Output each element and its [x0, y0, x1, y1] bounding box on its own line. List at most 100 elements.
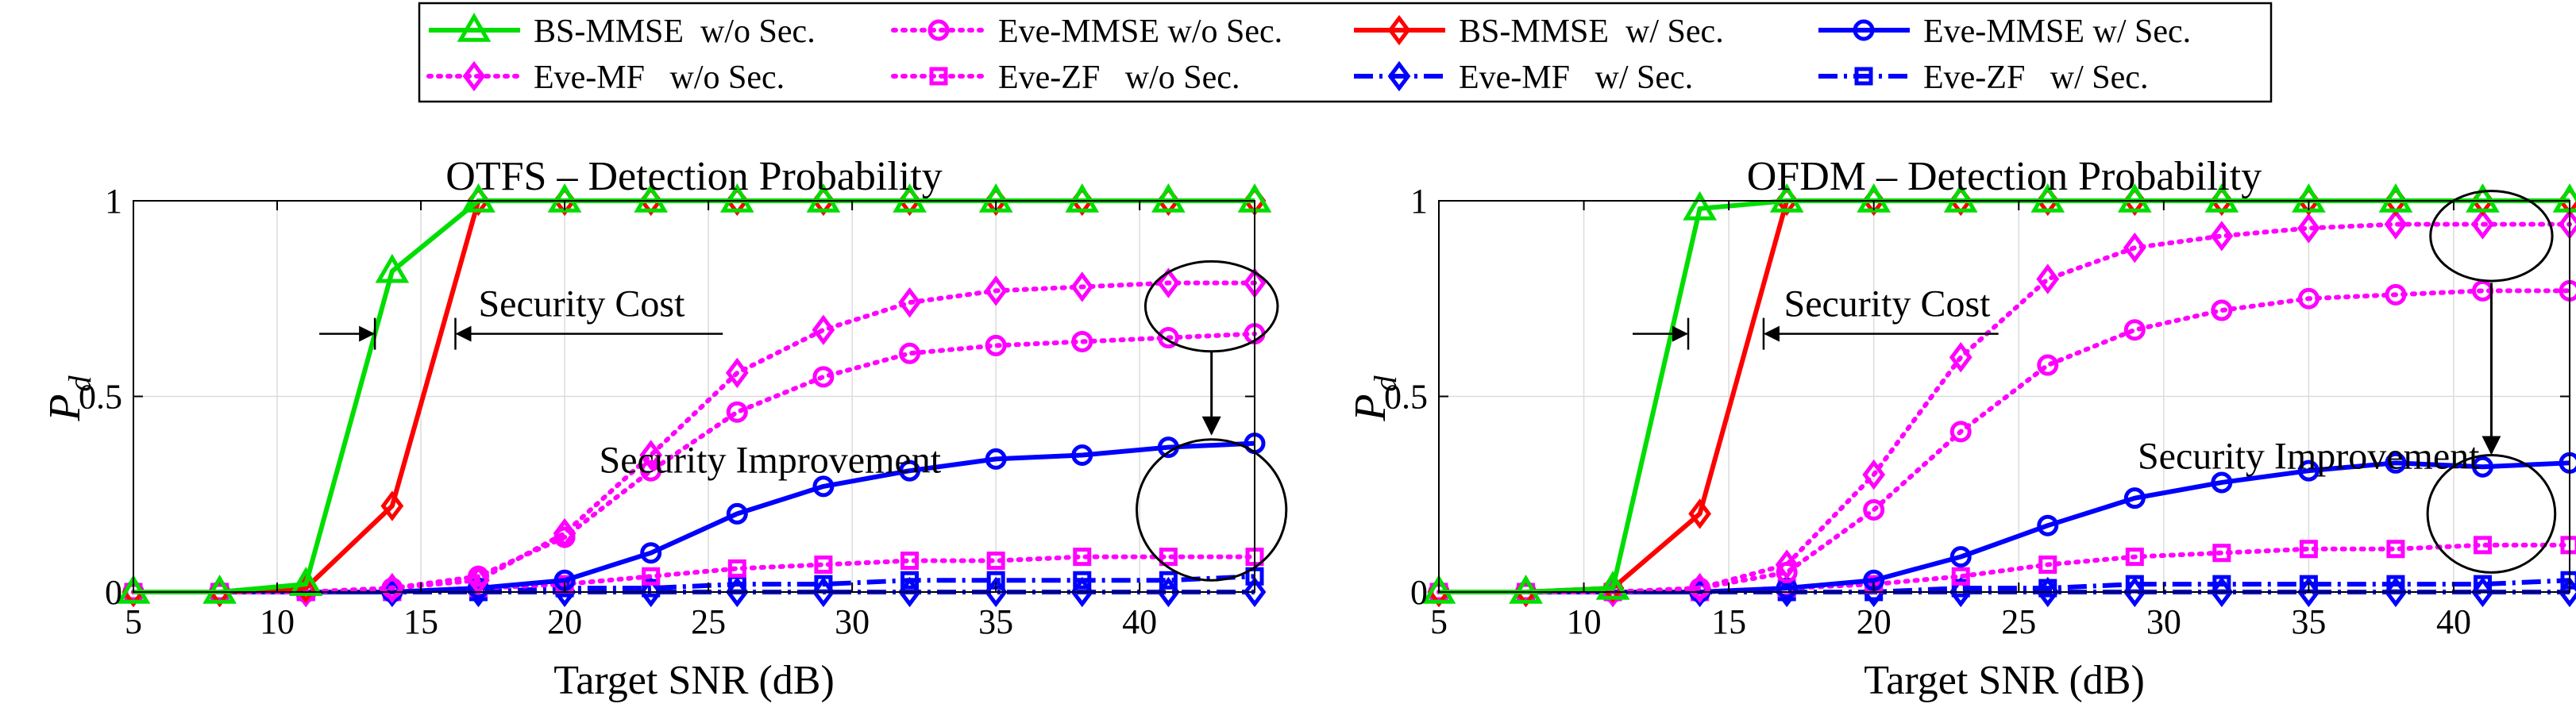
data-point: [978, 183, 1013, 213]
data-point: [2123, 232, 2146, 263]
data-point: [726, 502, 748, 525]
data-point: [900, 571, 920, 590]
data-point: [2123, 487, 2146, 509]
data-point: [1857, 183, 1892, 213]
data-point: [1243, 576, 1267, 608]
data-point: [812, 314, 835, 345]
data-point: [288, 567, 323, 596]
data-point: [2125, 548, 2144, 567]
y-axis-label: Pd: [40, 375, 98, 422]
y-axis-label: Pd: [1346, 375, 1403, 422]
data-point: [2297, 459, 2320, 482]
data-point: [1071, 444, 1093, 466]
series-line: [131, 280, 1257, 594]
data-point: [2038, 555, 2057, 574]
data-point: [812, 366, 835, 388]
data-point: [1949, 421, 1972, 443]
bottom-ellipse: [1136, 438, 1288, 582]
chart-title: OFDM – Detection Probability: [1747, 154, 2262, 199]
data-point: [2292, 183, 2326, 213]
legend-marker: [929, 67, 948, 86]
data-point: [727, 559, 746, 578]
data-point: [1949, 342, 1972, 373]
data-point: [2036, 263, 2060, 294]
legend-label: BS-MMSE w/o Sec.: [534, 13, 816, 50]
data-point: [2037, 354, 2059, 376]
data-point: [2297, 213, 2320, 244]
data-point: [2030, 183, 2065, 213]
series-line: [131, 554, 1257, 594]
legend-entry: Eve-ZF w/ Sec.: [1818, 60, 2148, 96]
security-improvement-label: Security Improvement: [600, 440, 942, 482]
y-tick-label: 0.5: [79, 378, 122, 417]
data-point: [1159, 571, 1178, 590]
y-tick-label: 0: [1410, 573, 1428, 612]
data-point: [1070, 271, 1094, 302]
legend-entry: BS-MMSE w/ Sec.: [1354, 13, 1724, 50]
legend-entry: BS-MMSE w/o Sec.: [429, 13, 816, 50]
data-point: [1157, 267, 1180, 298]
legend-marker: [1853, 19, 1875, 41]
data-point: [1421, 575, 1456, 604]
data-point: [640, 459, 662, 482]
security-improvement-label: Security Improvement: [2138, 436, 2480, 478]
data-point: [1951, 567, 1970, 586]
legend-label: Eve-ZF w/ Sec.: [1923, 60, 2148, 96]
annotations: Security Cost Security Improvement: [319, 260, 1288, 582]
data-point: [2117, 183, 2152, 213]
data-point: [2384, 209, 2408, 240]
x-tick-label: 35: [2291, 602, 2326, 641]
x-tick-label: 40: [2436, 602, 2471, 641]
data-point: [814, 555, 833, 574]
x-tick-label: 25: [691, 602, 726, 641]
data-point: [725, 357, 749, 389]
data-point: [1683, 190, 1717, 221]
data-point: [642, 579, 661, 598]
data-point: [1159, 548, 1178, 567]
data-point: [1071, 330, 1093, 352]
data-point: [726, 401, 748, 423]
y-tick-label: 1: [1410, 182, 1428, 221]
data-point: [1509, 575, 1543, 604]
data-point: [1862, 459, 1886, 490]
legend-label: Eve-MF w/ Sec.: [1459, 60, 1693, 96]
x-tick-label: 10: [1567, 602, 1602, 641]
data-point: [1073, 571, 1092, 590]
data-point: [2385, 283, 2407, 306]
legend-entry: Eve-MF w/o Sec.: [426, 60, 785, 96]
x-tick-label: 25: [2001, 602, 2036, 641]
annotations: Security Cost Security Improvement: [1633, 190, 2557, 574]
x-tick-label: 20: [547, 602, 582, 641]
legend-marker: [1387, 14, 1411, 46]
data-point: [2211, 471, 2233, 494]
legend-box: [418, 2, 2273, 103]
data-point: [2299, 540, 2318, 559]
data-point: [812, 475, 835, 498]
data-point: [719, 183, 754, 213]
legend-label: BS-MMSE w/ Sec.: [1459, 13, 1724, 50]
data-point: [1157, 327, 1179, 349]
data-point: [2473, 536, 2492, 555]
data-point: [899, 342, 921, 364]
x-tick-label: 20: [1857, 602, 1892, 641]
data-point: [639, 440, 663, 471]
data-point: [899, 459, 921, 482]
data-point: [640, 542, 662, 564]
x-tick-label: 10: [260, 602, 295, 641]
data-point: [1065, 183, 1100, 213]
data-point: [553, 517, 577, 549]
data-point: [1863, 498, 1885, 521]
legend-marker: [1854, 67, 1873, 86]
x-tick-label: 15: [403, 602, 438, 641]
data-point: [2211, 299, 2233, 321]
y-tick-label: 0: [105, 573, 122, 612]
legend-marker: [457, 13, 492, 42]
data-point: [2386, 540, 2405, 559]
legend-label: Eve-MF w/o Sec.: [534, 60, 785, 96]
data-point: [985, 448, 1007, 470]
data-point: [634, 183, 669, 213]
security-cost-label: Security Cost: [1784, 283, 1992, 325]
data-point: [984, 275, 1008, 306]
data-point: [2385, 452, 2407, 474]
